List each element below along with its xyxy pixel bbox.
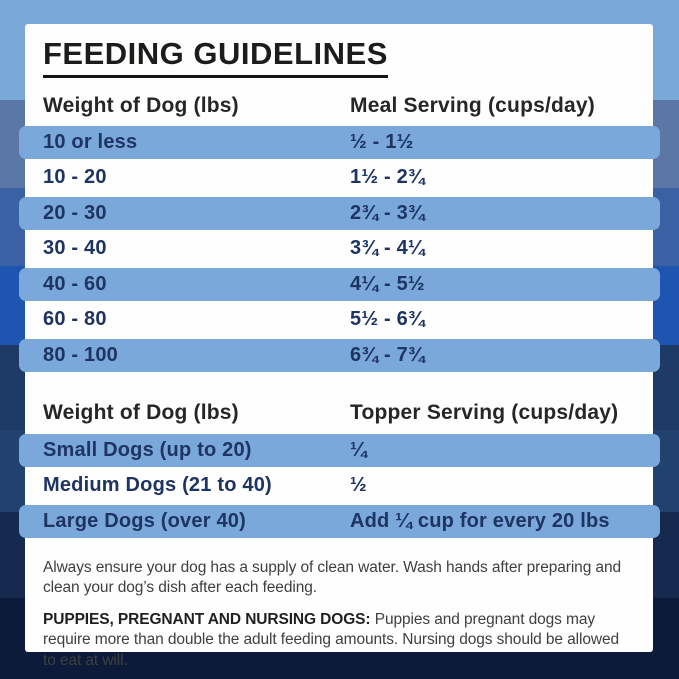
column-header-meal-serving: Meal Serving (cups/day) [350, 93, 596, 117]
weight-cell: 20 - 30 [43, 201, 107, 224]
meal-table-header-row: Weight of Dog (lbs) Meal Serving (cups/d… [25, 94, 653, 118]
topper-table-rows: Small Dogs (up to 20) ¼ Medium Dogs (21 … [19, 433, 660, 538]
table-row: 20 - 30 2¾ - 3¾ [19, 196, 660, 230]
serving-cell: Add ¼ cup for every 20 lbs [350, 509, 610, 532]
weight-cell: Large Dogs (over 40) [43, 509, 246, 532]
table-row: 10 or less ½ - 1½ [19, 125, 660, 159]
table-row: 60 - 80 5½ - 6¾ [25, 303, 653, 336]
feeding-notes: Always ensure your dog has a supply of c… [43, 558, 627, 672]
weight-cell: 10 or less [43, 130, 138, 153]
feeding-guidelines-card: FEEDING GUIDELINES Weight of Dog (lbs) M… [19, 24, 660, 669]
table-row: 30 - 40 3¾ - 4¼ [25, 232, 653, 265]
weight-cell: 60 - 80 [43, 308, 107, 331]
serving-cell: ¼ [350, 438, 367, 461]
puppies-note: PUPPIES, PREGNANT AND NURSING DOGS: Pupp… [43, 610, 627, 672]
puppies-note-text: Puppies and pregnant dogs may require mo… [43, 610, 620, 669]
weight-cell: 10 - 20 [43, 166, 107, 189]
clean-water-note: Always ensure your dog has a supply of c… [43, 558, 621, 597]
puppies-note-label: PUPPIES, PREGNANT AND NURSING DOGS: [43, 610, 371, 628]
column-header-topper-serving: Topper Serving (cups/day) [350, 400, 619, 424]
page-title: FEEDING GUIDELINES [43, 37, 388, 78]
weight-cell: 40 - 60 [43, 272, 107, 295]
weight-cell: Small Dogs (up to 20) [43, 438, 252, 461]
serving-cell: ½ - 1½ [350, 130, 414, 153]
serving-cell: 1½ - 2¾ [350, 166, 425, 189]
serving-cell: 5½ - 6¾ [350, 308, 425, 331]
table-row: 80 - 100 6¾ - 7¾ [19, 338, 660, 372]
weight-cell: Medium Dogs (21 to 40) [43, 474, 272, 497]
weight-cell: 80 - 100 [43, 343, 118, 366]
serving-cell: 4¼ - 5½ [350, 272, 425, 295]
table-row: Large Dogs (over 40) Add ¼ cup for every… [19, 504, 660, 538]
table-row: Medium Dogs (21 to 40) ½ [25, 469, 653, 502]
table-row: Small Dogs (up to 20) ¼ [19, 433, 660, 467]
serving-cell: 2¾ - 3¾ [350, 201, 425, 224]
table-row: 40 - 60 4¼ - 5½ [19, 267, 660, 301]
meal-table-rows: 10 or less ½ - 1½ 10 - 20 1½ - 2¾ 20 - 3… [19, 125, 660, 372]
weight-cell: 30 - 40 [43, 237, 107, 260]
topper-serving-table: Weight of Dog (lbs) Topper Serving (cups… [19, 401, 660, 538]
serving-cell: ½ [350, 474, 367, 497]
serving-cell: 3¾ - 4¼ [350, 237, 425, 260]
serving-cell: 6¾ - 7¾ [350, 343, 425, 366]
meal-serving-table: Weight of Dog (lbs) Meal Serving (cups/d… [19, 94, 660, 372]
column-header-weight-of-dog: Weight of Dog (lbs) [43, 400, 239, 424]
topper-table-header-row: Weight of Dog (lbs) Topper Serving (cups… [25, 401, 653, 425]
table-row: 10 - 20 1½ - 2¾ [25, 161, 653, 194]
column-header-weight-of-dog: Weight of Dog (lbs) [43, 93, 239, 117]
